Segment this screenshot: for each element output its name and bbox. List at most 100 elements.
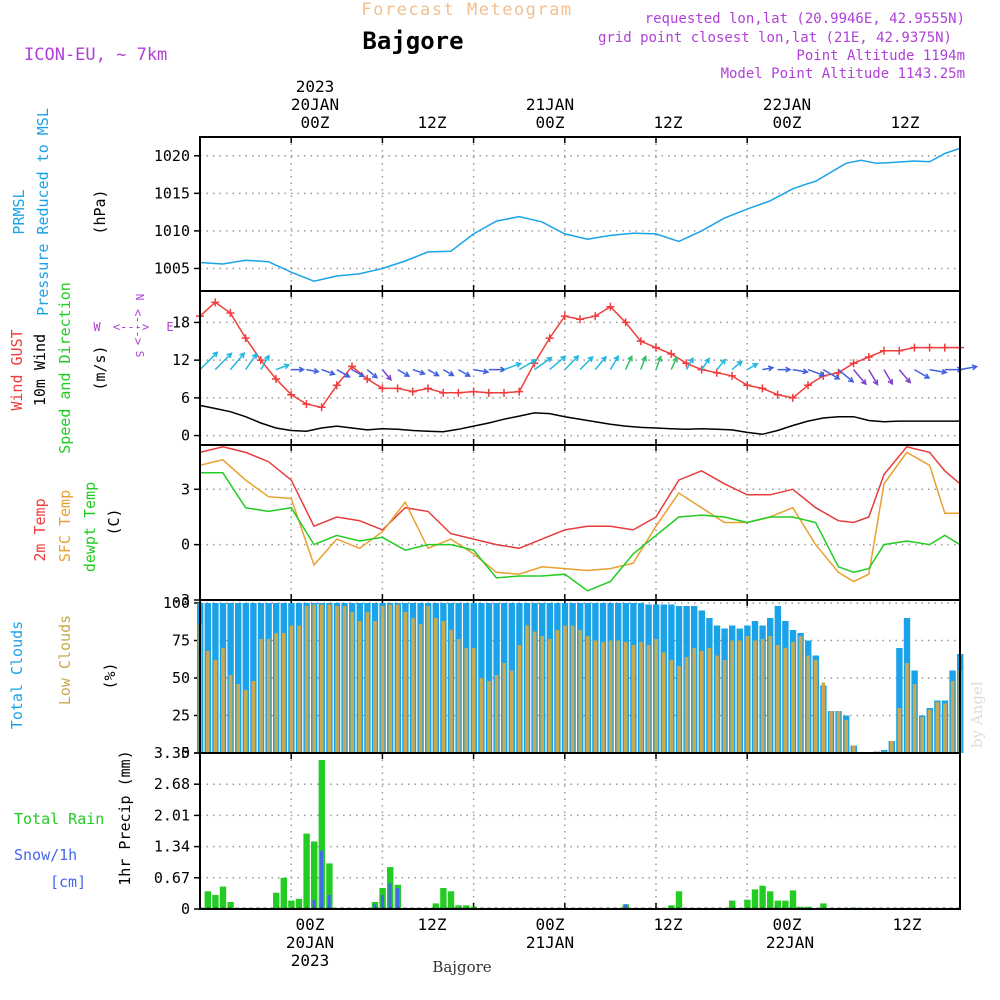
low-cloud-bar [525, 625, 529, 753]
wind-arrow [898, 369, 912, 384]
low-cloud-bar [510, 670, 514, 753]
wind-arrow [199, 351, 219, 371]
rain-bar [311, 841, 318, 909]
panels: 1005 1010 1015 1020 0 6 12 18 -3 0 3 0 25 50 75 100 0 0.6… [154, 136, 979, 918]
low-cloud-bar [266, 639, 271, 753]
low-cloud-bar [563, 625, 567, 753]
gust-point [576, 315, 584, 324]
compass-south: S [133, 351, 146, 358]
low-cloud-bar [753, 640, 757, 753]
precip-axis-label: 1hr Precip (mm) [116, 750, 134, 885]
clouds-ytick-label: 100 [163, 594, 190, 612]
gust-point [880, 346, 888, 355]
rain-bar [440, 888, 447, 909]
low-cloud-bar [297, 625, 301, 753]
wind-arrow [624, 354, 633, 370]
low-cloud-bar [798, 636, 803, 753]
rain-bar [751, 889, 759, 909]
pressure-ytick-label: 1015 [154, 184, 190, 202]
low-cloud-bar [776, 645, 780, 753]
pressure-label-2: Pressure Reduced to MSL [34, 108, 52, 316]
wind-arrow [868, 369, 879, 386]
low-cloud-bar [464, 648, 468, 753]
low-cloud-bar [836, 711, 841, 753]
model-altitude: Model Point Altitude 1143.25m [721, 66, 965, 82]
low-cloud-bar [646, 645, 651, 753]
panel-frame [199, 752, 961, 910]
rain-bar [729, 900, 736, 909]
snow-bar [380, 895, 384, 909]
wind-arrow [412, 368, 426, 376]
clouds-ytick-label: 75 [172, 632, 190, 650]
wind-ytick-label: 0 [181, 427, 190, 445]
top-tick-label-1: 12Z [418, 113, 447, 132]
rain-bar [212, 895, 219, 909]
bottom-date-label-2: 22JAN [766, 933, 814, 952]
low-cloud-bar [730, 640, 734, 753]
total-cloud-bar [896, 648, 903, 753]
low-cloud-bar [289, 625, 294, 753]
top-tick-label-2: 00Z [536, 113, 565, 132]
gust-point [469, 387, 478, 396]
rain-bar [318, 760, 325, 909]
wind-direction-label: Speed and Direction [56, 282, 74, 454]
low-cloud-bar [639, 642, 643, 753]
rain-bar [288, 900, 295, 909]
bottom-tick-label-1: 12Z [418, 915, 447, 934]
low-cloud-bar [502, 663, 506, 753]
wind-arrow [822, 368, 841, 380]
low-cloud-bar [935, 702, 940, 753]
precipitation-ytick-label: 2.01 [154, 806, 190, 824]
temperature-ytick-label: -3 [172, 591, 190, 609]
temp2m-line [200, 445, 960, 550]
low-cloud-bar [228, 675, 233, 753]
low-cloud-bar [548, 639, 552, 753]
low-cloud-bar [700, 651, 704, 753]
gust-point [758, 384, 767, 393]
compass-east: E [166, 320, 173, 334]
low-cloud-bar [654, 639, 658, 753]
wind-speed-line [199, 404, 960, 436]
low-cloud-bar [677, 666, 681, 753]
wind-arrow [321, 368, 336, 376]
rain-bar [432, 903, 439, 909]
chart-title: Forecast Meteogram [361, 0, 572, 20]
legend-snow-unit: [cm] [50, 873, 86, 891]
snow-bar [312, 899, 316, 909]
wind-arrow [291, 366, 306, 373]
wind-arrow [731, 360, 743, 371]
low-cloud-bar [396, 604, 400, 753]
rain-bar [447, 891, 455, 909]
wind-arrow [427, 368, 440, 377]
requested-coords: requested lon,lat (20.9946E, 42.9555N) [645, 11, 965, 27]
wind-arrow [792, 368, 809, 375]
gust-point [560, 312, 569, 321]
low-cloud-bar [616, 640, 620, 753]
wind-arrow [700, 357, 711, 371]
sfc-temp-label: SFC Temp [56, 490, 74, 562]
low-cloud-bar [806, 655, 810, 753]
low-cloud-bar [814, 660, 818, 753]
low-cloud-bar [905, 663, 909, 753]
wind-arrow [397, 368, 411, 377]
low-cloud-bar [327, 604, 332, 753]
low-cloud-bar [274, 633, 278, 753]
gust-point [439, 388, 448, 397]
gust-point [515, 387, 524, 396]
rain-bar [744, 899, 751, 909]
low-cloud-bar [715, 655, 719, 753]
low-cloud-bar [738, 640, 742, 753]
low-cloud-bar [441, 621, 446, 753]
wind-unit: (m/s) [91, 345, 109, 390]
gust-point [408, 387, 417, 396]
low-cloud-bar [578, 630, 582, 753]
gust-label: Wind GUST [8, 329, 26, 410]
legend-snow: Snow/1h [14, 846, 77, 864]
wind-arrow [549, 355, 567, 371]
temp-unit: (C) [105, 508, 123, 535]
rain-bar [782, 900, 789, 909]
low-cloud-bar [335, 606, 339, 753]
wind-arrow [533, 356, 553, 371]
rain-bar [820, 903, 827, 909]
low-cloud-bar [251, 681, 256, 753]
